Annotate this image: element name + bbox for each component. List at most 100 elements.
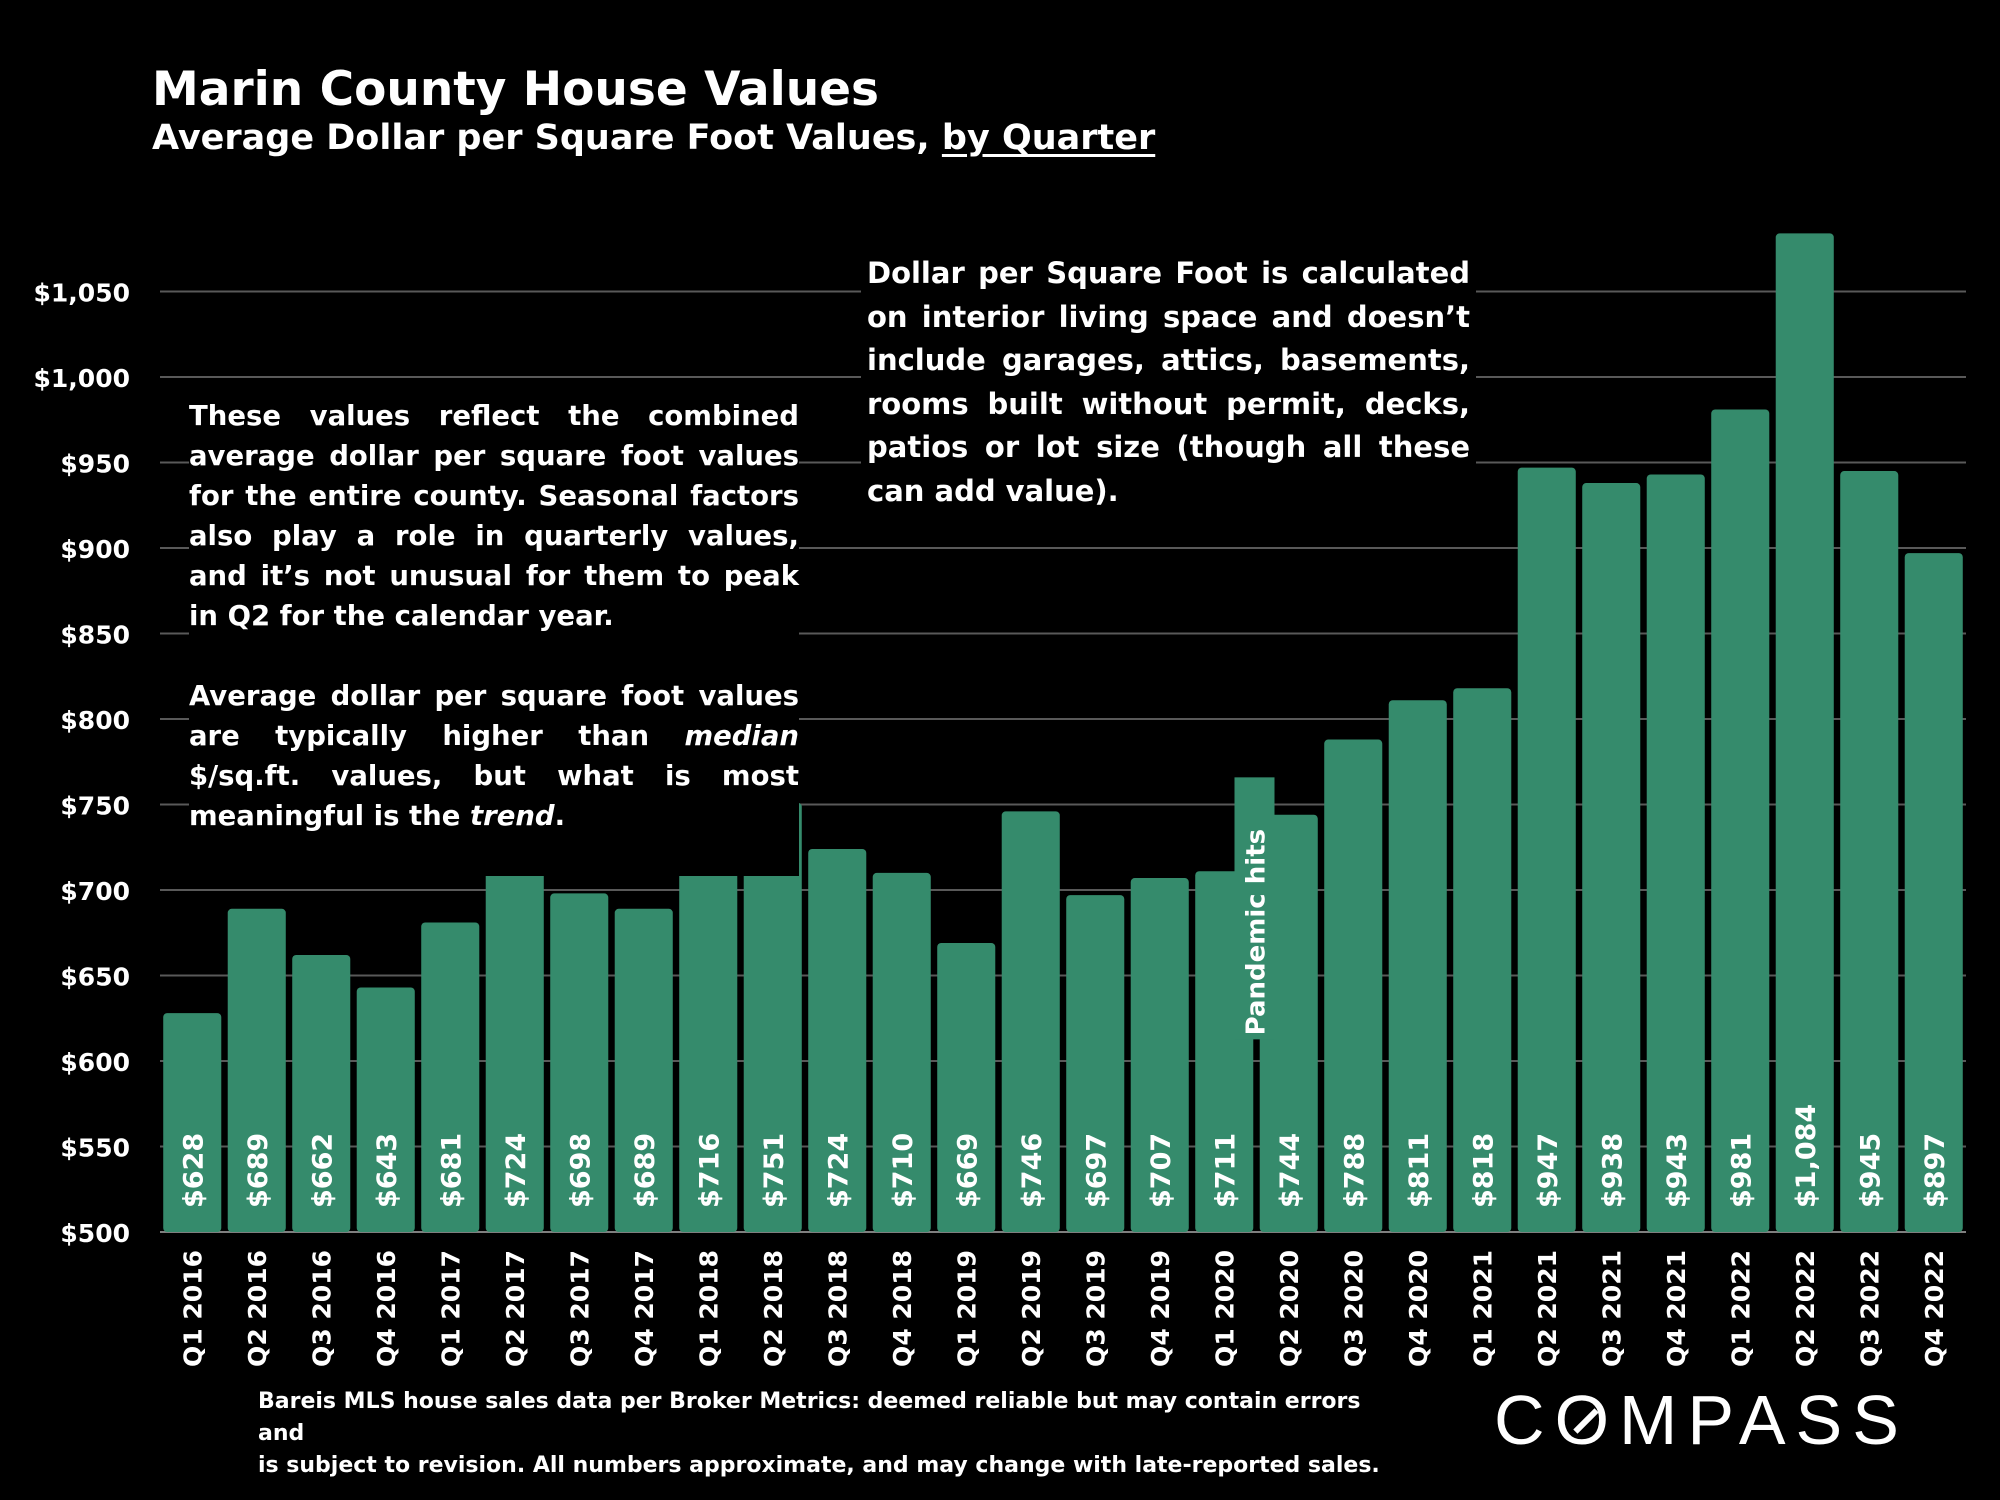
y-tick-label: $1,000	[34, 364, 130, 393]
y-tick-label: $800	[60, 706, 130, 735]
note-left-median: median	[684, 720, 799, 752]
x-tick-label: Q2 2017	[501, 1250, 530, 1367]
data-labels: $628 $689 $662 $643 $681 $724 $698 $689 $716 $751…	[178, 1104, 1951, 1208]
x-tick-label: Q2 2021	[1533, 1250, 1562, 1367]
bar-value-label: $947	[1533, 1133, 1564, 1208]
x-tick-label: Q2 2020	[1275, 1250, 1304, 1367]
x-tick-label: Q1 2020	[1210, 1250, 1239, 1367]
bar	[1711, 409, 1770, 1232]
bar	[1130, 878, 1189, 1232]
x-tick-label: Q3 2019	[1081, 1250, 1110, 1367]
x-tick-label: Q1 2016	[178, 1250, 207, 1367]
y-tick-label: $650	[60, 963, 130, 992]
y-tick-label: $500	[60, 1219, 130, 1248]
bar-value-label: $943	[1662, 1133, 1693, 1208]
note-left-trend: trend	[470, 800, 555, 832]
bar-value-label: $697	[1081, 1133, 1112, 1208]
source-line-2: is subject to revision. All numbers appr…	[258, 1453, 1380, 1478]
bar-value-label: $981	[1726, 1133, 1757, 1208]
bar	[1324, 739, 1383, 1232]
y-tick-label: $700	[60, 877, 130, 906]
bar	[1453, 688, 1512, 1232]
x-tick-label: Q3 2021	[1597, 1250, 1626, 1367]
bar	[679, 862, 738, 1232]
bar	[163, 1013, 222, 1232]
bar-value-label: $643	[372, 1133, 403, 1208]
pandemic-annotation: Pandemic hits	[1234, 777, 1275, 1040]
y-tick-label: $900	[60, 535, 130, 564]
bar-value-label: $945	[1855, 1133, 1886, 1208]
bar	[808, 848, 867, 1232]
note-left: These values reflect the combined averag…	[189, 396, 799, 876]
x-tick-label: Q3 2020	[1339, 1250, 1368, 1367]
bar-value-label: $744	[1275, 1133, 1306, 1208]
note-left-text-c: .	[554, 800, 566, 832]
bar-value-label: $788	[1339, 1133, 1370, 1208]
bar-value-label: $716	[694, 1133, 725, 1208]
bar-value-label: $938	[1597, 1133, 1628, 1208]
x-axis-labels: Q1 2016 Q2 2016 Q3 2016 Q4 2016 Q1 2017 Q2 20…	[178, 1250, 1949, 1367]
note-left-para-2: Average dollar per square foot values ar…	[189, 676, 799, 836]
bar	[1582, 483, 1641, 1232]
bar-value-label: $811	[1404, 1133, 1435, 1208]
y-tick-label: $750	[60, 792, 130, 821]
note-right: Dollar per Square Foot is calculated on …	[861, 252, 1476, 513]
bar-value-label: $818	[1468, 1133, 1499, 1208]
logo-letters-mpass: MPASS	[1619, 1381, 1909, 1459]
annotation-text: Pandemic hits	[1242, 829, 1272, 1035]
bar	[743, 802, 802, 1232]
y-axis-labels: $500 $550 $600 $650 $700 $750 $800 $850 $900 $950…	[34, 279, 130, 1249]
bars	[163, 233, 1963, 1233]
y-tick-label: $850	[60, 621, 130, 650]
bar	[1517, 467, 1576, 1232]
x-tick-label: Q1 2019	[952, 1250, 981, 1367]
bar	[227, 908, 286, 1232]
bar-value-label: $707	[1146, 1133, 1177, 1208]
bar	[550, 893, 609, 1232]
x-tick-label: Q4 2022	[1920, 1250, 1949, 1367]
annotations: Pandemic hits	[1234, 777, 1275, 1040]
x-tick-label: Q4 2019	[1146, 1250, 1175, 1367]
bar	[1840, 471, 1899, 1232]
bar	[1646, 474, 1705, 1233]
bar	[1388, 700, 1447, 1232]
bar-value-label: $711	[1210, 1133, 1241, 1208]
bar-value-label: $698	[565, 1133, 596, 1208]
bar	[1001, 811, 1060, 1232]
x-tick-label: Q2 2016	[243, 1250, 272, 1367]
bar	[1904, 553, 1963, 1232]
y-tick-label: $600	[60, 1048, 130, 1077]
x-tick-label: Q4 2017	[630, 1250, 659, 1367]
x-tick-label: Q3 2022	[1855, 1250, 1884, 1367]
bar	[1066, 895, 1125, 1232]
note-left-text-b: $/sq.ft. values, but what is most meanin…	[189, 760, 799, 832]
x-tick-label: Q1 2022	[1726, 1250, 1755, 1367]
compass-logo: COMPASS	[1494, 1380, 1909, 1460]
subtitle-text: Average Dollar per Square Foot Values,	[152, 118, 942, 158]
x-tick-label: Q4 2020	[1404, 1250, 1433, 1367]
bar	[937, 943, 996, 1232]
bar-value-label: $669	[952, 1133, 983, 1208]
bar-value-label: $628	[178, 1133, 209, 1208]
bar-value-label: $751	[759, 1133, 790, 1208]
logo-letter-o: O	[1554, 1381, 1620, 1459]
subtitle-by-quarter: by Quarter	[941, 118, 1156, 158]
bar	[872, 872, 931, 1232]
bar	[421, 922, 480, 1232]
x-tick-label: Q2 2018	[759, 1250, 788, 1367]
bar	[356, 987, 415, 1232]
x-tick-label: Q3 2018	[823, 1250, 852, 1367]
note-left-para-1: These values reflect the combined averag…	[189, 400, 799, 632]
source-line-1: Bareis MLS house sales data per Broker M…	[258, 1389, 1361, 1446]
chart-title: Marin County House Values	[152, 62, 880, 117]
bar-value-label: $689	[630, 1133, 661, 1208]
bar-value-label: $897	[1920, 1133, 1951, 1208]
bar-value-label: $681	[436, 1133, 467, 1208]
chart-subtitle: Average Dollar per Square Foot Values, b…	[152, 116, 1155, 160]
x-tick-label: Q4 2021	[1662, 1250, 1691, 1367]
bar-value-label: $689	[243, 1133, 274, 1208]
x-tick-label: Q2 2022	[1791, 1250, 1820, 1367]
bar-value-label: $1,084	[1791, 1104, 1822, 1208]
x-tick-label: Q1 2021	[1468, 1250, 1497, 1367]
